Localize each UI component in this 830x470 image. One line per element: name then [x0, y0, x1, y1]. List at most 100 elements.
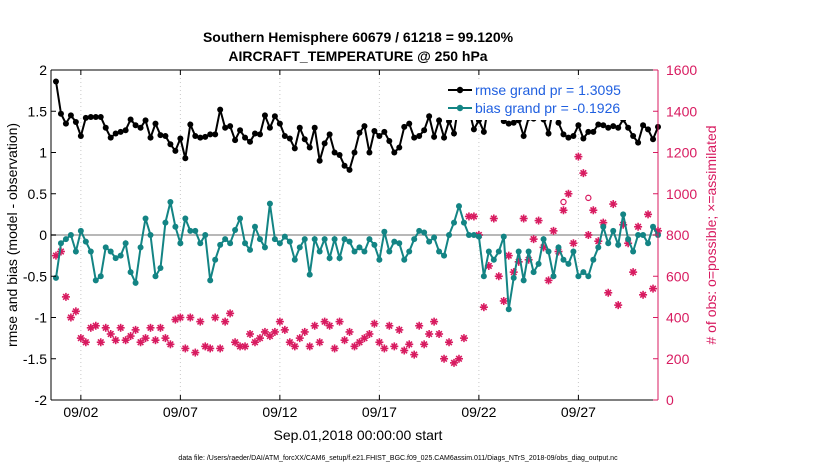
right-y-tick-label: 1000	[666, 186, 697, 202]
legend-rmse-label: rmse grand pr = 1.3095	[475, 82, 621, 98]
obs-asterisk-stroke	[575, 153, 582, 160]
bias-point	[326, 255, 333, 262]
obs-asterisk-stroke	[241, 343, 249, 350]
bias-point	[540, 236, 547, 243]
rmse-point	[77, 133, 84, 139]
obs-assimilated-point	[420, 340, 429, 349]
obs-asterisk-stroke	[395, 326, 403, 334]
left-y-tick-label: -1.5	[23, 351, 47, 367]
obs-assimilated-point	[330, 344, 339, 353]
left-y-tick-label: 0	[39, 227, 47, 243]
right-axis-label: # of obs: o=possible; ×=assimilated	[703, 125, 719, 344]
obs-asterisk-stroke	[565, 190, 572, 198]
obs-asterisk-stroke	[500, 297, 508, 305]
x-tick-label: 09/07	[163, 404, 198, 420]
rmse-point	[217, 106, 224, 113]
right-y-tick-label: 600	[666, 268, 690, 284]
obs-asterisk-stroke	[545, 277, 552, 284]
left-y-tick-label: -2	[35, 392, 48, 408]
rmse-point	[386, 137, 393, 144]
obs-asterisk-stroke	[420, 340, 428, 348]
bias-point	[615, 241, 622, 248]
obs-assimilated-point	[559, 206, 568, 215]
obs-asterisk-stroke	[291, 343, 299, 350]
bias-point	[132, 279, 139, 286]
y-axis-ticks: 2 1.5 1 0.5 0 -0.5 -1 -1.5 -2 1600 1400 1200 1000 800…	[23, 62, 697, 408]
bias-point	[610, 227, 617, 234]
obs-assimilated-point	[579, 169, 588, 178]
obs-assimilated-point	[614, 301, 623, 310]
obs-asterisk-stroke	[331, 345, 338, 352]
bias-point	[510, 274, 517, 281]
rmse-point	[132, 122, 139, 129]
footer-data-file: data file: /Users/raeder/DAI/ATM_forcXX/…	[178, 455, 618, 462]
rmse-point	[182, 155, 189, 162]
bias-point	[296, 244, 303, 251]
bias-point	[102, 244, 109, 251]
obs-asterisk-stroke	[455, 355, 463, 363]
obs-assimilated-point	[106, 330, 115, 338]
obs-asterisk-stroke	[196, 318, 204, 325]
bias-point	[401, 256, 408, 263]
obs-asterisk-stroke	[480, 303, 488, 311]
rmse-point	[545, 130, 552, 137]
rmse-point	[107, 134, 114, 141]
bias-point	[455, 203, 462, 210]
rmse-point	[207, 131, 214, 138]
obs-assimilated-point	[464, 212, 473, 221]
obs-assimilated-point	[494, 272, 503, 281]
obs-asterisk-stroke	[520, 215, 528, 222]
obs-assimilated-point	[415, 321, 424, 330]
obs-asterisk-stroke	[460, 334, 468, 342]
rmse-point	[585, 128, 592, 135]
obs-asterisk-stroke	[346, 328, 353, 336]
obs-asterisk-stroke	[410, 351, 418, 358]
obs-asterisk-stroke	[326, 322, 333, 330]
obs-assimilated-point	[206, 344, 215, 353]
bias-point	[446, 232, 453, 238]
rmse-point	[102, 124, 109, 131]
bias-point	[142, 215, 149, 222]
bias-point	[520, 277, 527, 284]
obs-asterisk-stroke	[425, 330, 433, 338]
rmse-point	[371, 128, 378, 135]
bias-point	[426, 238, 433, 245]
obs-asterisk-stroke	[341, 336, 348, 344]
obs-asterisk-stroke	[216, 345, 224, 352]
obs-assimilated-point	[479, 303, 488, 312]
right-y-tick-label: 800	[666, 227, 690, 243]
rmse-point	[470, 126, 477, 133]
obs-asterisk-stroke	[181, 345, 189, 352]
obs-asterisk-stroke	[306, 343, 314, 350]
obs-asterisk-stroke	[186, 314, 194, 321]
obs-assimilated-point	[385, 321, 394, 330]
obs-assimilated-point	[380, 344, 389, 353]
rmse-point	[82, 114, 89, 121]
bias-point	[351, 248, 358, 255]
bias-point	[645, 240, 652, 247]
obs-asterisk-stroke	[505, 252, 513, 259]
bias-point	[207, 277, 214, 284]
bias-point	[222, 236, 229, 243]
rmse-point	[87, 114, 94, 121]
obs-assimilated-point	[66, 313, 75, 322]
obs-assimilated-point	[609, 200, 618, 209]
rmse-point	[635, 139, 642, 146]
obs-asterisk-stroke	[535, 217, 542, 224]
bias-point	[187, 227, 194, 234]
bias-point	[202, 232, 209, 238]
bias-point	[227, 240, 234, 247]
rmse-point	[451, 130, 458, 137]
obs-asterisk-stroke	[495, 272, 503, 280]
x-tick-label: 09/22	[461, 404, 496, 420]
rmse-point	[92, 114, 99, 121]
rmse-point	[72, 118, 79, 125]
bias-point	[361, 248, 368, 255]
rmse-point	[431, 133, 438, 140]
rmse-point	[640, 122, 647, 129]
bias-point	[495, 248, 502, 255]
left-y-tick-label: 0.5	[28, 186, 48, 202]
bias-point	[162, 219, 169, 226]
obs-asterisk-stroke	[132, 326, 139, 334]
rmse-point	[117, 128, 124, 135]
